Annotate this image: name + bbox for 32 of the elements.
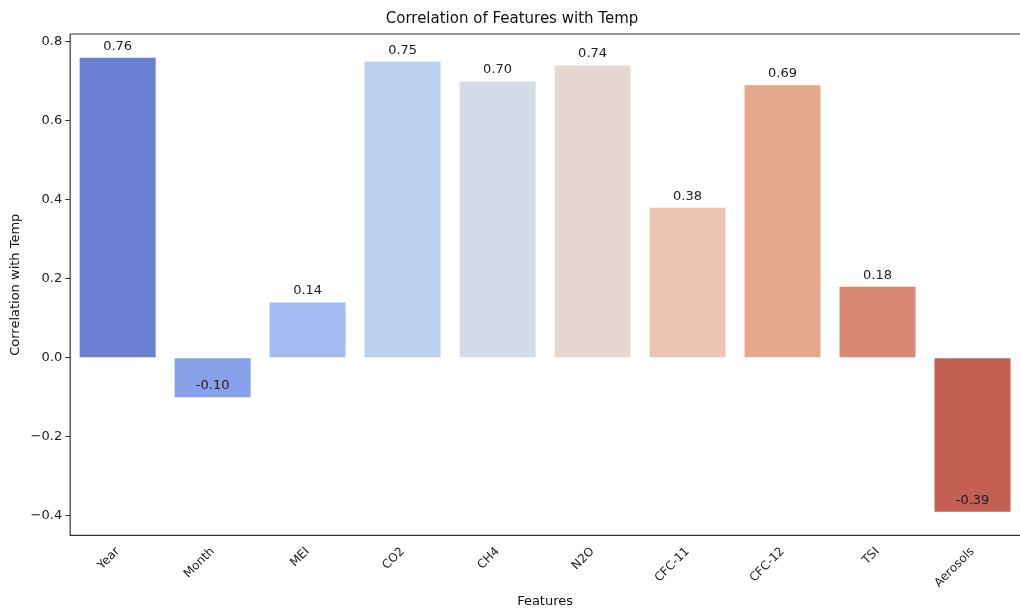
y-tick-label: 0.6 (41, 112, 63, 128)
data-label: -0.39 (955, 491, 990, 507)
x-tick-label: MEI (286, 543, 312, 570)
bar (364, 61, 441, 358)
bar (839, 286, 916, 358)
data-label: -0.10 (195, 377, 230, 393)
data-label: 0.69 (768, 65, 798, 81)
data-label: 0.38 (673, 187, 703, 203)
y-tick-label: 0.2 (41, 270, 63, 286)
bar (554, 65, 631, 358)
x-tick-label: TSI (858, 543, 882, 568)
data-label: 0.75 (388, 41, 418, 57)
bar (649, 207, 726, 358)
y-axis-title: Correlation with Temp (7, 213, 23, 356)
bar (934, 358, 1011, 512)
bar (79, 57, 156, 358)
y-tick-label: −0.2 (30, 428, 63, 444)
y-tick-label: 0.4 (41, 191, 63, 207)
bar (459, 81, 536, 358)
bar (744, 85, 821, 358)
data-label: 0.74 (578, 45, 608, 61)
x-axis-title: Features (517, 592, 574, 608)
bar (269, 302, 346, 358)
y-tick-label: −0.4 (30, 507, 63, 523)
data-label: 0.18 (863, 266, 892, 282)
bar (174, 358, 251, 398)
y-tick-label: 0.8 (41, 33, 63, 49)
data-label: 0.70 (483, 61, 513, 77)
y-tick-label: 0.0 (41, 349, 63, 365)
data-label: 0.76 (103, 37, 133, 53)
data-label: 0.14 (293, 282, 323, 298)
chart-title: Correlation of Features with Temp (385, 8, 639, 27)
